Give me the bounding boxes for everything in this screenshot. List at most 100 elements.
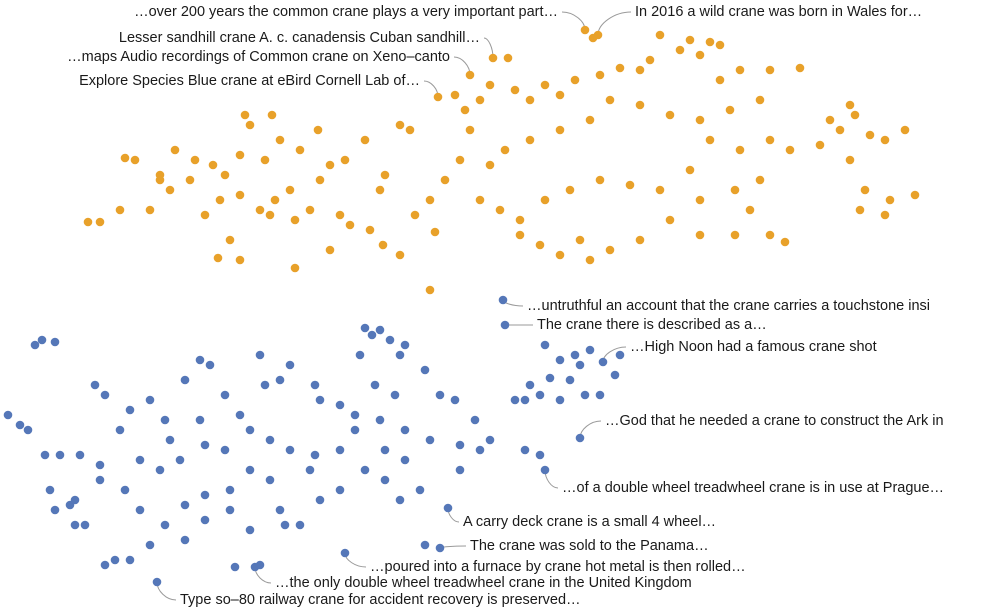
- annotation: The crane was sold to the Panama…: [470, 538, 709, 554]
- point: [515, 230, 525, 240]
- point: [175, 455, 185, 465]
- point: [635, 100, 645, 110]
- point: [555, 395, 565, 405]
- point: [378, 240, 388, 250]
- point: [765, 65, 775, 75]
- point: [705, 135, 715, 145]
- point: [880, 210, 890, 220]
- point: [745, 205, 755, 215]
- annotation: …God that he needed a crane to construct…: [605, 413, 944, 429]
- point: [450, 90, 460, 100]
- point: [585, 255, 595, 265]
- point: [485, 435, 495, 445]
- point: [535, 390, 545, 400]
- point: [460, 105, 470, 115]
- point: [555, 125, 565, 135]
- point: [695, 230, 705, 240]
- point: [335, 445, 345, 455]
- point: [200, 440, 210, 450]
- point: [335, 210, 345, 220]
- point: [50, 337, 60, 347]
- point: [555, 355, 565, 365]
- point: [200, 515, 210, 525]
- point: [520, 395, 530, 405]
- point: [83, 217, 93, 227]
- point: [245, 525, 255, 535]
- point: [295, 520, 305, 530]
- point: [865, 130, 875, 140]
- point: [565, 185, 575, 195]
- point: [285, 185, 295, 195]
- point: [160, 415, 170, 425]
- point: [715, 75, 725, 85]
- annotation: …over 200 years the common crane plays a…: [134, 4, 558, 20]
- point: [125, 555, 135, 565]
- point: [395, 120, 405, 130]
- point: [415, 485, 425, 495]
- point: [545, 373, 555, 383]
- point: [115, 205, 125, 215]
- point: [265, 435, 275, 445]
- point: [685, 165, 695, 175]
- point: [525, 95, 535, 105]
- annotation: …untruthful an account that the crane ca…: [527, 298, 930, 314]
- point: [70, 495, 80, 505]
- point: [510, 85, 520, 95]
- point: [200, 490, 210, 500]
- point: [450, 395, 460, 405]
- point: [208, 160, 218, 170]
- point: [443, 503, 453, 513]
- point: [180, 375, 190, 385]
- point: [220, 445, 230, 455]
- point: [165, 435, 175, 445]
- point: [715, 40, 725, 50]
- point: [580, 390, 590, 400]
- point: [305, 205, 315, 215]
- point: [475, 195, 485, 205]
- point: [160, 520, 170, 530]
- point: [335, 485, 345, 495]
- point: [350, 425, 360, 435]
- point: [155, 175, 165, 185]
- point: [595, 175, 605, 185]
- point: [488, 53, 498, 63]
- point: [565, 375, 575, 385]
- point: [375, 325, 385, 335]
- point: [598, 357, 608, 367]
- point: [825, 115, 835, 125]
- point: [570, 350, 580, 360]
- annotation: In 2016 a wild crane was born in Wales f…: [635, 4, 922, 20]
- point: [685, 35, 695, 45]
- point: [495, 205, 505, 215]
- point: [485, 160, 495, 170]
- point: [310, 450, 320, 460]
- point: [645, 55, 655, 65]
- point: [588, 33, 598, 43]
- point: [260, 155, 270, 165]
- point: [755, 95, 765, 105]
- point: [95, 217, 105, 227]
- point: [275, 135, 285, 145]
- point: [360, 465, 370, 475]
- point: [267, 110, 277, 120]
- point: [655, 185, 665, 195]
- point: [335, 400, 345, 410]
- point: [120, 485, 130, 495]
- point: [615, 63, 625, 73]
- point: [455, 155, 465, 165]
- point: [425, 195, 435, 205]
- point: [360, 323, 370, 333]
- point: [350, 410, 360, 420]
- point: [260, 380, 270, 390]
- point: [90, 380, 100, 390]
- point: [515, 215, 525, 225]
- point: [580, 25, 590, 35]
- point: [835, 125, 845, 135]
- point: [765, 135, 775, 145]
- point: [425, 435, 435, 445]
- point: [50, 505, 60, 515]
- point: [498, 295, 508, 305]
- point: [367, 330, 377, 340]
- point: [15, 420, 25, 430]
